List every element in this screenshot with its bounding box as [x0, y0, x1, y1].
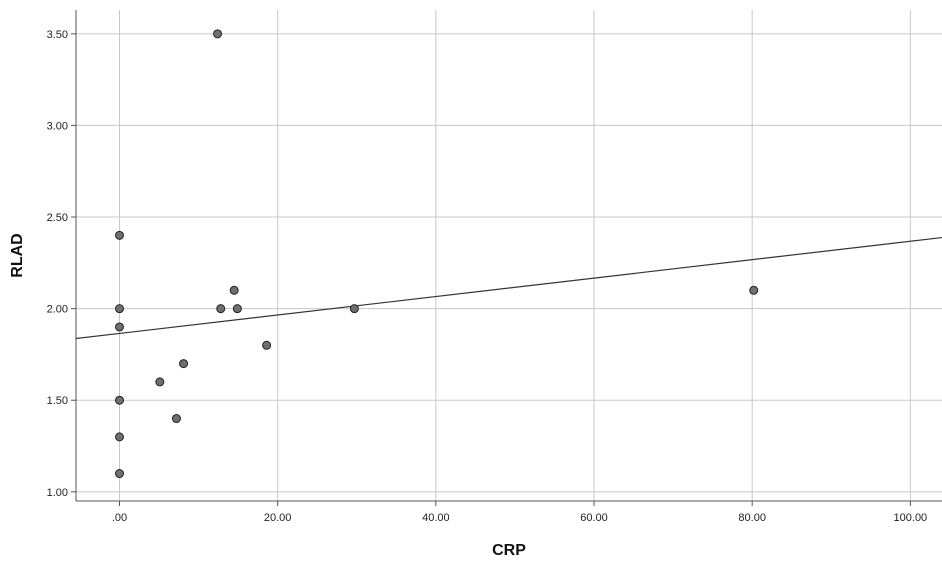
x-tick-label: 80.00	[738, 512, 766, 524]
data-point	[232, 304, 242, 314]
gridlines	[76, 10, 942, 501]
y-tick-label: 2.00	[47, 304, 68, 316]
y-tick-label: 1.00	[47, 487, 68, 499]
y-tick-label: 2.50	[47, 212, 68, 224]
axes	[75, 10, 942, 502]
x-tick-label: 100.00	[894, 512, 928, 524]
data-point	[749, 285, 759, 295]
fit-line-group	[75, 236, 942, 340]
data-point	[114, 469, 124, 479]
data-point	[216, 304, 226, 314]
data-point	[349, 304, 359, 314]
data-points	[114, 29, 759, 479]
x-axis-title: CRP	[492, 542, 526, 559]
data-point	[114, 395, 124, 405]
y-axis-ticks: 1.00 1.50 2.00 2.50 3.00 3.50	[47, 29, 76, 499]
y-tick-label: 3.50	[47, 29, 68, 41]
data-point	[171, 414, 181, 424]
y-tick-label: 1.50	[47, 395, 68, 407]
x-tick-label: 60.00	[580, 512, 608, 524]
x-tick-label: 40.00	[422, 512, 450, 524]
data-point	[114, 322, 124, 332]
y-tick-label: 3.00	[47, 120, 68, 132]
data-point	[262, 340, 272, 350]
data-point	[114, 304, 124, 314]
data-point	[179, 359, 189, 369]
data-point	[114, 432, 124, 442]
x-tick-label: .00	[112, 512, 127, 524]
data-point	[213, 29, 223, 39]
data-point	[114, 230, 124, 240]
y-axis-title: RLAD	[9, 233, 26, 277]
data-point	[155, 377, 165, 387]
x-axis-ticks: .00 20.00 40.00 60.00 80.00 100.00	[112, 501, 927, 524]
x-tick-label: 20.00	[264, 512, 292, 524]
regression-line	[75, 236, 942, 340]
data-point	[229, 285, 239, 295]
